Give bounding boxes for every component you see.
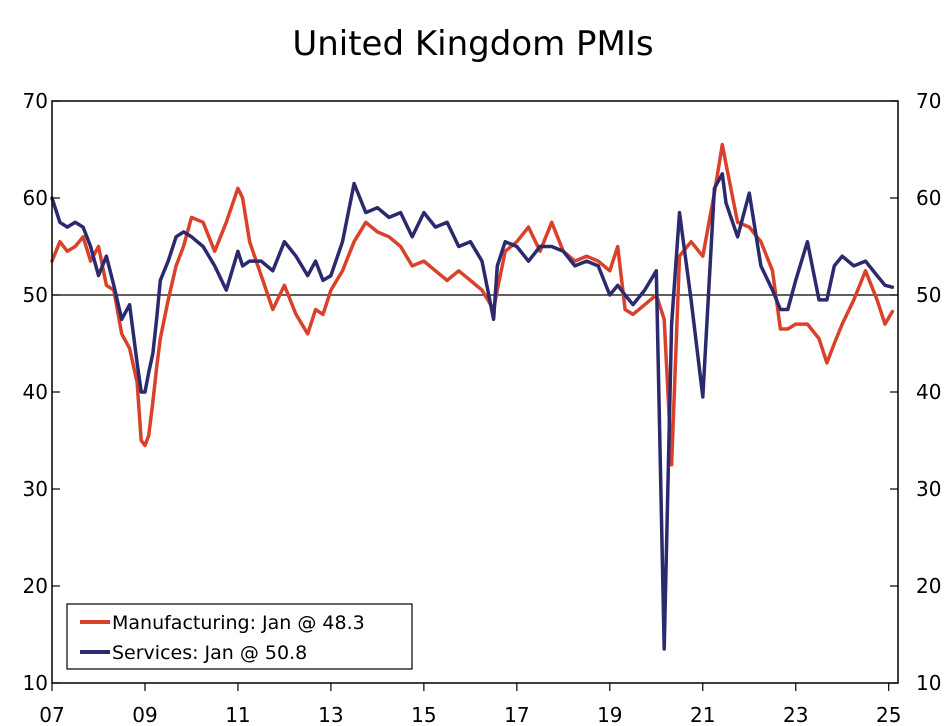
legend: Manufacturing: Jan @ 48.3 Services: Jan … (66, 603, 413, 670)
y-tick-label-right: 60 (916, 186, 941, 210)
x-tick-label: 19 (597, 703, 622, 726)
x-tick-label: 13 (318, 703, 343, 726)
y-tick-label-left: 60 (23, 186, 48, 210)
legend-box (66, 603, 413, 670)
x-tick-label: 11 (225, 703, 250, 726)
ticks-layer: 10 10 20 20 30 30 40 40 50 50 60 60 70 70 07 09 11 13 15 17… (23, 89, 942, 726)
x-tick-label: 23 (783, 703, 808, 726)
plot-frame (51, 100, 899, 684)
y-tick-label-right: 30 (916, 477, 941, 501)
y-tick-label-left: 50 (23, 283, 48, 307)
y-tick-label-right: 70 (916, 89, 941, 113)
x-tick-label: 09 (132, 703, 157, 726)
series-line-services (50, 172, 895, 651)
y-tick-label-left: 10 (23, 671, 48, 695)
y-tick-label-right: 10 (916, 671, 941, 695)
series-line-manufacturing (50, 142, 895, 467)
y-tick-label-left: 70 (23, 89, 48, 113)
x-tick-label: 07 (39, 703, 64, 726)
legend-label-services: Services: Jan @ 50.8 (112, 642, 307, 664)
y-tick-label-left: 30 (23, 477, 48, 501)
x-tick-label: 25 (876, 703, 901, 726)
y-tick-label-right: 20 (916, 574, 941, 598)
y-tick-label-right: 50 (916, 283, 941, 307)
y-tick-label-right: 40 (916, 380, 941, 404)
y-tick-label-left: 20 (23, 574, 48, 598)
x-tick-label: 15 (411, 703, 436, 726)
chart-title: United Kingdom PMIs (292, 24, 653, 64)
y-tick-label-left: 40 (23, 380, 48, 404)
series-layer (50, 142, 895, 651)
x-tick-label: 21 (690, 703, 715, 726)
legend-label-manufacturing: Manufacturing: Jan @ 48.3 (112, 612, 365, 634)
x-tick-label: 17 (504, 703, 529, 726)
